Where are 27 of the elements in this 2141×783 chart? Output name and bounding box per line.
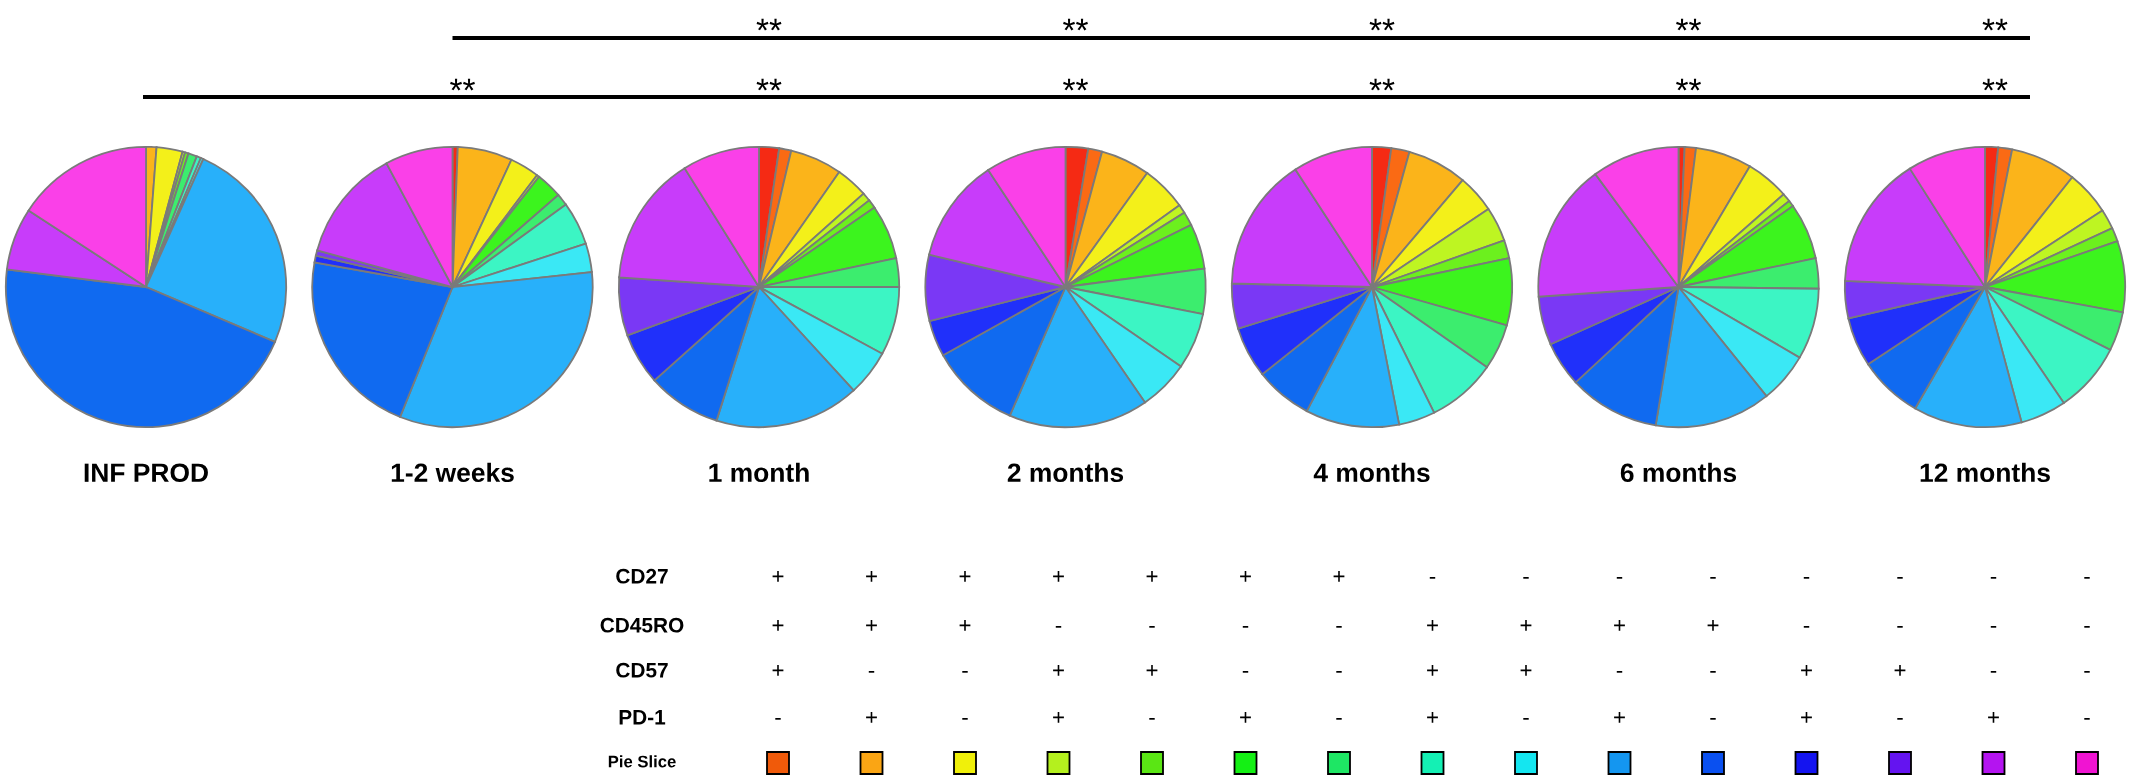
text: ** (1063, 18, 1088, 31)
text: ** (756, 18, 782, 31)
text: 1 month (709, 462, 809, 483)
text: INF PROD (84, 463, 208, 483)
category-label: Pie Slice (608, 755, 676, 768)
text: ** (1982, 18, 2008, 31)
text: ** (756, 78, 782, 91)
text: 2 months (1007, 462, 1124, 483)
category-label: CD27 (616, 568, 668, 584)
text: 1-2 weeks (391, 462, 514, 483)
text: ** (1063, 78, 1088, 91)
text: 6 months (1620, 462, 1737, 483)
text: ** (450, 78, 475, 91)
category-label: CD57 (616, 662, 668, 678)
text: 12 months (1920, 462, 2050, 483)
category-label: PD-1 (619, 710, 666, 725)
text: ** (1982, 78, 2008, 91)
text: 4 months (1313, 462, 1430, 483)
text: ** (1676, 78, 1701, 91)
text: + + + - - - - + + + + - - - - (772, 619, 2090, 631)
text: ** (1676, 18, 1701, 31)
text: ** (1369, 18, 1395, 31)
category-label: CD45RO (600, 617, 684, 633)
text: + + + + + + + - - - - - - - - (772, 570, 2090, 582)
text: + - - + + - - + + - - + + - - (772, 664, 2090, 676)
text: - + - + - + - + - + - + - + - (775, 711, 2090, 723)
text: ** (1369, 78, 1395, 91)
